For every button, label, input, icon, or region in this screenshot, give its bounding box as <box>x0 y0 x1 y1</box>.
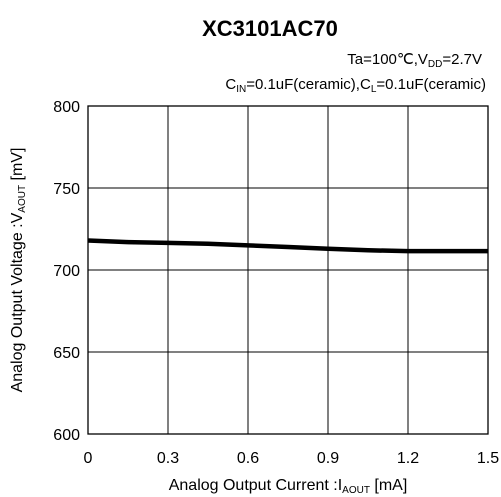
y-label-unit: [mV] <box>9 148 26 185</box>
x-axis-label: Analog Output Current :IAOUT [mA] <box>169 477 408 496</box>
y-axis-label: Analog Output Voltage :VAOUT [mV] <box>9 148 28 393</box>
series-group <box>87 238 488 254</box>
x-ticks: 0 0.3 0.6 0.9 1.2 1.5 <box>84 450 500 467</box>
x-tick-label-0: 0 <box>84 450 93 467</box>
cond-cl-sub: L <box>371 84 377 95</box>
cond-cl-val: =0.1uF(ceramic) <box>376 76 486 93</box>
y-tick-label-2: 700 <box>53 263 80 280</box>
y-tick-label-3: 750 <box>53 181 80 198</box>
conditions-line-2: CIN=0.1uF(ceramic),CL=0.1uF(ceramic) <box>225 76 486 95</box>
cond-cin-sub: IN <box>236 84 246 95</box>
conditions-line-1: Ta=100℃,VDD=2.7V <box>347 51 482 70</box>
cond-ta: Ta=100℃,V <box>347 51 428 68</box>
grid <box>87 105 489 435</box>
x-label-unit: [mA] <box>370 477 407 494</box>
y-tick-label-4: 800 <box>53 99 80 116</box>
x-tick-label-3: 0.9 <box>317 450 339 467</box>
cond-cin: C <box>225 76 236 93</box>
cond-vdd-val: =2.7V <box>442 51 482 68</box>
x-tick-label-2: 0.6 <box>237 450 259 467</box>
x-label-sub: AOUT <box>342 485 370 496</box>
series-line-0 <box>87 238 488 254</box>
y-tick-label-0: 600 <box>53 427 80 444</box>
cond-cin-val: =0.1uF(ceramic),C <box>246 76 371 93</box>
y-label-text: Analog Output Voltage :V <box>9 212 26 392</box>
x-tick-label-4: 1.2 <box>397 450 419 467</box>
x-tick-label-5: 1.5 <box>477 450 499 467</box>
y-ticks: 600 650 700 750 800 <box>53 99 80 444</box>
y-tick-label-1: 650 <box>53 345 80 362</box>
x-label-text: Analog Output Current :I <box>169 477 342 494</box>
cond-vdd-sub: DD <box>428 59 442 70</box>
plot-frame <box>87 105 489 435</box>
chart-title: XC3101AC70 <box>202 16 338 41</box>
y-label-sub: AOUT <box>17 185 28 213</box>
x-tick-label-1: 0.3 <box>157 450 179 467</box>
